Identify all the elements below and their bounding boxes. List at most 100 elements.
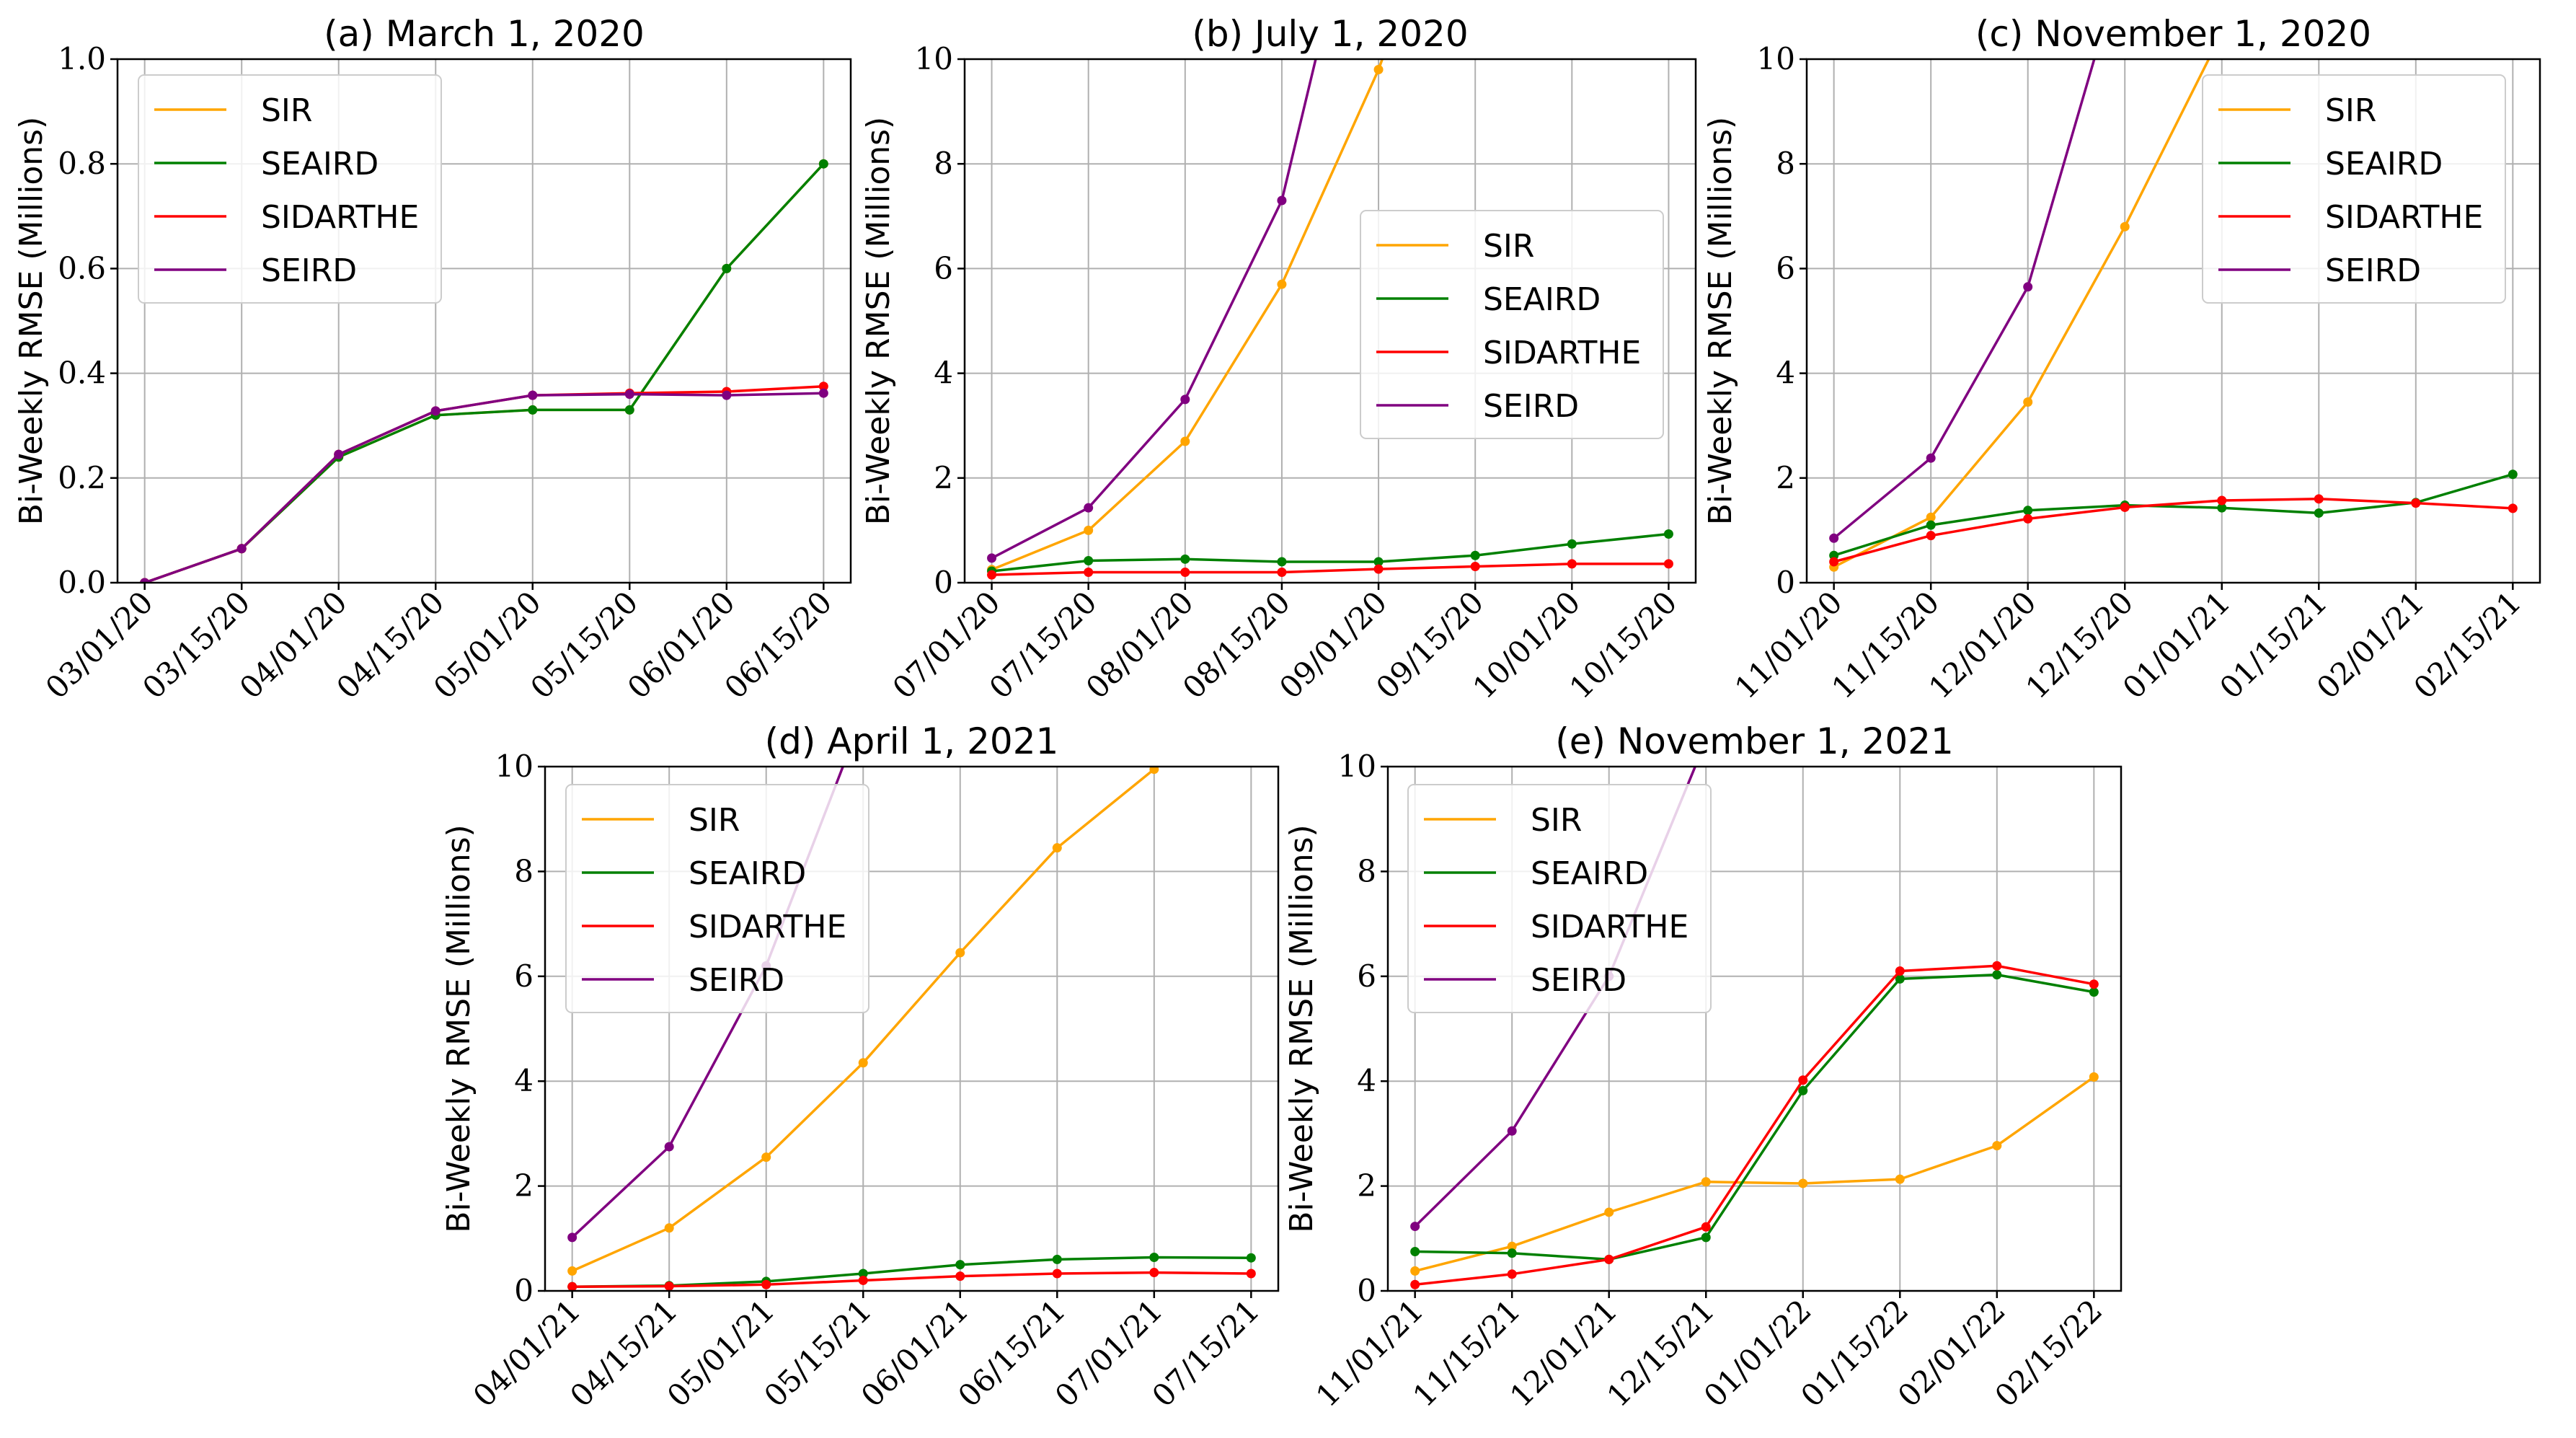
legend-box bbox=[2202, 74, 2506, 304]
series-line-seaird bbox=[1415, 973, 2094, 1261]
y-axis-label: Bi-Weekly RMSE (Millions) bbox=[441, 824, 477, 1232]
series-line-sir bbox=[571, 767, 1159, 1272]
series-line-sidarthe bbox=[144, 385, 824, 583]
y-tick-label: 2 bbox=[934, 460, 953, 495]
y-tick-label: 0.4 bbox=[58, 356, 106, 391]
legend-label-sidarthe: SIDARTHE bbox=[1531, 909, 1688, 945]
data-point-seird bbox=[987, 553, 997, 563]
y-tick-label: 2 bbox=[1776, 460, 1795, 495]
y-tick-label: 0.2 bbox=[58, 460, 106, 495]
series-line-seird bbox=[144, 392, 824, 583]
data-point-sir bbox=[1701, 1177, 1711, 1187]
y-tick-label: 10 bbox=[1338, 749, 1376, 784]
data-point-sir bbox=[1507, 1241, 1517, 1251]
data-point-sir bbox=[955, 948, 965, 958]
series-line-sir bbox=[1833, 59, 2210, 568]
data-point-seaird bbox=[858, 1269, 868, 1279]
plot-frame bbox=[116, 58, 852, 584]
data-point-seaird bbox=[1084, 556, 1094, 566]
data-point-seaird bbox=[2314, 508, 2324, 518]
series-line-seird bbox=[1833, 59, 2096, 539]
data-point-seaird bbox=[722, 263, 732, 273]
chart-title: (e) November 1, 2021 bbox=[1555, 720, 1954, 762]
data-point-sidarthe bbox=[1410, 1279, 1420, 1289]
data-point-seaird bbox=[1180, 554, 1190, 564]
data-point-seaird bbox=[1567, 539, 1577, 549]
data-point-sir bbox=[1373, 65, 1384, 75]
legend-label-sidarthe: SIDARTHE bbox=[1483, 335, 1641, 371]
y-tick-label: 10 bbox=[1757, 41, 1795, 76]
y-tick-label: 8 bbox=[1776, 146, 1795, 181]
data-point-sidarthe bbox=[664, 1281, 674, 1291]
y-tick-label: 0.6 bbox=[58, 250, 106, 286]
legend: SIR SEAIRD SIDARTHE SEIRD bbox=[1407, 784, 1712, 1013]
data-point-sidarthe bbox=[567, 1282, 577, 1291]
data-point-sidarthe bbox=[1180, 567, 1190, 577]
data-point-sir bbox=[1149, 767, 1159, 775]
data-point-sir bbox=[1052, 843, 1062, 853]
data-point-seird bbox=[140, 578, 150, 583]
data-point-sir bbox=[1992, 1141, 2002, 1151]
y-tick-label: 6 bbox=[934, 250, 953, 286]
y-axis-label: Bi-Weekly RMSE (Millions) bbox=[860, 117, 897, 525]
data-point-sidarthe bbox=[1507, 1269, 1517, 1279]
data-point-sidarthe bbox=[858, 1275, 868, 1285]
plot-frame bbox=[544, 765, 1280, 1292]
data-point-seaird bbox=[1277, 557, 1287, 567]
data-point-sidarthe bbox=[1604, 1254, 1614, 1264]
y-tick-label: 4 bbox=[1357, 1063, 1376, 1098]
series-group bbox=[567, 767, 1256, 1291]
data-point-seird bbox=[2023, 282, 2033, 292]
data-point-seird bbox=[1926, 453, 1936, 463]
data-point-seaird bbox=[2023, 506, 2033, 516]
data-point-sir bbox=[1604, 1207, 1614, 1217]
data-point-sidarthe bbox=[1277, 567, 1287, 577]
data-point-seird bbox=[528, 390, 538, 400]
y-tick-label: 2 bbox=[514, 1168, 534, 1204]
data-point-sidarthe bbox=[2089, 979, 2099, 989]
series-line-sidarthe bbox=[1833, 498, 2513, 563]
series-line-sidarthe bbox=[572, 1271, 1252, 1288]
y-axis-label: Bi-Weekly RMSE (Millions) bbox=[13, 117, 50, 525]
y-tick-label: 0 bbox=[1357, 1273, 1376, 1308]
legend-label-sidarthe: SIDARTHE bbox=[2325, 199, 2483, 236]
data-point-sidarthe bbox=[1246, 1269, 1256, 1279]
chart-panel-1: 024681007/01/2007/15/2008/01/2008/15/200… bbox=[860, 13, 1697, 705]
legend-box bbox=[565, 784, 869, 1013]
data-point-sidarthe bbox=[2508, 503, 2518, 513]
y-tick-label: 0 bbox=[514, 1273, 534, 1308]
data-point-seaird bbox=[818, 159, 828, 169]
y-tick-label: 6 bbox=[1357, 958, 1376, 994]
data-point-sir bbox=[1798, 1178, 1808, 1188]
data-point-seaird bbox=[1895, 974, 1905, 984]
y-tick-label: 6 bbox=[514, 958, 534, 994]
y-tick-label: 1.0 bbox=[58, 41, 106, 76]
series-group bbox=[1829, 59, 2518, 572]
y-tick-label: 8 bbox=[934, 146, 953, 181]
legend-label-seaird: SEAIRD bbox=[261, 146, 379, 182]
data-point-seaird bbox=[1149, 1252, 1159, 1262]
data-point-sir bbox=[1895, 1174, 1905, 1184]
chart-title: (b) July 1, 2020 bbox=[1192, 13, 1468, 55]
y-tick-label: 4 bbox=[514, 1063, 534, 1098]
chart-title: (d) April 1, 2021 bbox=[765, 720, 1059, 762]
data-point-sidarthe bbox=[1829, 557, 1839, 567]
y-tick-label: 0.8 bbox=[58, 146, 106, 181]
legend-label-sir: SIR bbox=[2325, 92, 2376, 129]
chart-panel-3: 024681004/01/2104/15/2105/01/2105/15/210… bbox=[441, 720, 1280, 1413]
chart-title: (c) November 1, 2020 bbox=[1975, 13, 2371, 55]
data-point-seird bbox=[334, 449, 344, 459]
data-point-sidarthe bbox=[987, 570, 997, 580]
data-point-seaird bbox=[624, 405, 634, 415]
legend-label-sir: SIR bbox=[1483, 228, 1534, 265]
data-point-sidarthe bbox=[1567, 559, 1577, 569]
series-line-sidarthe bbox=[1415, 964, 2094, 1287]
legend-label-seird: SEIRD bbox=[689, 962, 784, 999]
data-point-sidarthe bbox=[2023, 513, 2033, 524]
data-point-sidarthe bbox=[1052, 1269, 1062, 1279]
data-point-sir bbox=[2089, 1072, 2099, 1082]
chart-panel-4: 024681011/01/2111/15/2112/01/2112/15/210… bbox=[1283, 720, 2123, 1413]
x-tick-label: 02/15/21 bbox=[2407, 584, 2528, 705]
data-point-sir bbox=[1926, 512, 1936, 522]
data-point-seaird bbox=[955, 1260, 965, 1270]
